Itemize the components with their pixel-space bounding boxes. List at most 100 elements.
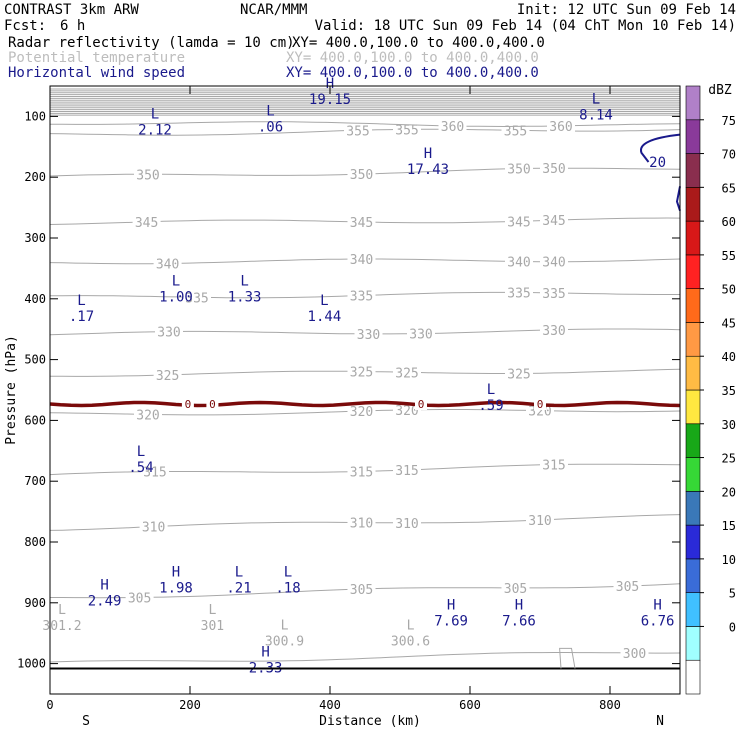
theta-label-bg bbox=[393, 515, 421, 530]
colorbar-swatch bbox=[685, 457, 701, 492]
wind-contour-20 bbox=[640, 133, 681, 163]
theta-contour-label: 310 bbox=[350, 517, 373, 532]
theta-label-bg bbox=[438, 118, 467, 133]
theta-extremum-value: 301.2 bbox=[42, 619, 81, 634]
colorbar-level-label: 40 bbox=[722, 350, 736, 364]
theta-contour-label: 325 bbox=[507, 367, 530, 382]
theta-label-bg bbox=[347, 214, 376, 229]
theta-label-bg bbox=[505, 366, 533, 381]
theta-label-bg bbox=[505, 161, 533, 176]
wind-extremum-marker: H bbox=[172, 564, 180, 580]
wind-extremum-value: 1.98 bbox=[159, 580, 193, 596]
wind-extremum-marker: L bbox=[235, 564, 243, 580]
colorbar-level-label: 10 bbox=[722, 553, 736, 567]
wind-extremum-marker: L bbox=[77, 293, 85, 309]
fcst-label: Fcst: bbox=[4, 18, 46, 34]
colorbar-title: dBZ bbox=[708, 83, 732, 98]
colorbar-level-label: 50 bbox=[722, 283, 736, 297]
theta-label-bg bbox=[547, 118, 575, 133]
theta-contour-label: 310 bbox=[528, 514, 551, 529]
colorbar-level-label: 5 bbox=[729, 587, 736, 601]
theta-label-bg bbox=[153, 367, 182, 382]
colorbar-swatch bbox=[685, 592, 701, 627]
wind-extremum-marker: L bbox=[592, 91, 600, 107]
freezing-label-bg bbox=[181, 397, 194, 410]
terrain-theta-bump bbox=[559, 647, 576, 669]
y-tick-label: 500 bbox=[24, 353, 46, 367]
center-label: NCAR/MMM bbox=[240, 2, 307, 18]
theta-label-bg bbox=[344, 123, 372, 138]
y-tick-label: 200 bbox=[24, 170, 46, 184]
wind-extremum-value: .21 bbox=[226, 580, 251, 596]
theta-contour-label: 305 bbox=[616, 580, 639, 595]
fcst-value: 6 h bbox=[60, 18, 85, 34]
wind-extremum-marker: H bbox=[100, 578, 108, 594]
colorbar-swatch bbox=[685, 288, 701, 323]
theta-contour-label: 335 bbox=[350, 290, 373, 305]
wind-extremum-value: 2.12 bbox=[138, 122, 172, 138]
wind-contour-label: 20 bbox=[649, 155, 666, 171]
field3-xy: XY= 400.0,100.0 to 400.0,400.0 bbox=[286, 65, 539, 81]
colorbar-level-label: 75 bbox=[722, 114, 736, 128]
theta-label-bg bbox=[620, 645, 649, 660]
wind-extremum-marker: H bbox=[515, 598, 523, 614]
theta-label-bg bbox=[540, 254, 568, 269]
model-title: CONTRAST 3km ARW bbox=[4, 2, 139, 18]
theta-label-bg bbox=[347, 464, 376, 479]
wind-extremum-marker: H bbox=[653, 598, 661, 614]
theta-label-bg bbox=[347, 251, 376, 266]
theta-extremum-value: 300.6 bbox=[391, 634, 430, 649]
theta-label-bg bbox=[347, 288, 376, 303]
theta-label-bg bbox=[407, 326, 435, 341]
wind-extremum-value: 6.76 bbox=[641, 614, 675, 630]
theta-label-bg bbox=[540, 213, 568, 228]
theta-label-bg bbox=[540, 285, 568, 300]
wind-extremum-marker: L bbox=[137, 444, 145, 460]
theta-label-bg bbox=[393, 402, 421, 417]
field1-xy: XY= 400.0,100.0 to 400.0,400.0 bbox=[292, 35, 545, 51]
y-tick-label: 300 bbox=[24, 231, 46, 245]
theta-label-bg bbox=[526, 513, 554, 528]
freezing-label-bg bbox=[206, 397, 219, 410]
field2-xy: XY= 400.0,100.0 to 400.0,400.0 bbox=[286, 50, 539, 66]
colorbar-swatch bbox=[685, 355, 701, 391]
x-tick-label: 400 bbox=[319, 698, 341, 712]
wind-extremum-value: 1.44 bbox=[308, 309, 342, 325]
theta-label-bg bbox=[141, 464, 169, 479]
theta-contour-label: 335 bbox=[542, 287, 565, 302]
theta-label-bg bbox=[540, 322, 568, 337]
colorbar-level-label: 20 bbox=[722, 485, 736, 499]
colorbar-swatch bbox=[685, 119, 701, 154]
theta-label-bg bbox=[354, 326, 383, 341]
theta-label-bg bbox=[393, 365, 421, 380]
wind-extremum-marker: L bbox=[320, 293, 328, 309]
x-endpoint-left: S bbox=[82, 714, 90, 729]
theta-contour-label: 350 bbox=[136, 168, 159, 183]
y-tick-label: 100 bbox=[24, 109, 46, 123]
y-tick-label: 900 bbox=[24, 596, 46, 610]
theta-label-bg bbox=[183, 290, 211, 305]
theta-contour-label: 355 bbox=[346, 124, 369, 139]
colorbar-level-label: 30 bbox=[722, 418, 736, 432]
x-tick-label: 600 bbox=[459, 698, 481, 712]
theta-label-bg bbox=[393, 122, 421, 137]
colorbar-swatch bbox=[685, 626, 701, 661]
colorbar-swatch bbox=[685, 220, 701, 256]
theta-contour-label: 320 bbox=[136, 408, 159, 423]
wind-extremum-marker: L bbox=[284, 564, 292, 580]
wind-extremum-value: 8.14 bbox=[579, 107, 613, 123]
plot-frame bbox=[49, 85, 681, 695]
y-tick-label: 400 bbox=[24, 292, 46, 306]
wind-extremum-value: 17.43 bbox=[407, 162, 449, 178]
theta-label-bg bbox=[347, 364, 376, 379]
colorbar-swatch bbox=[685, 558, 701, 593]
theta-extremum-marker: L bbox=[58, 603, 66, 618]
y-tick-label: 600 bbox=[24, 413, 46, 427]
theta-contour-label: 340 bbox=[156, 257, 179, 272]
theta-contour-label: 330 bbox=[542, 324, 565, 339]
theta-extremum-marker: L bbox=[281, 618, 289, 633]
theta-extremum-marker: L bbox=[407, 618, 415, 633]
theta-contour-label: 325 bbox=[350, 365, 373, 380]
theta-contour-label: 340 bbox=[542, 256, 565, 271]
theta-extremum-value: 300.9 bbox=[265, 634, 304, 649]
